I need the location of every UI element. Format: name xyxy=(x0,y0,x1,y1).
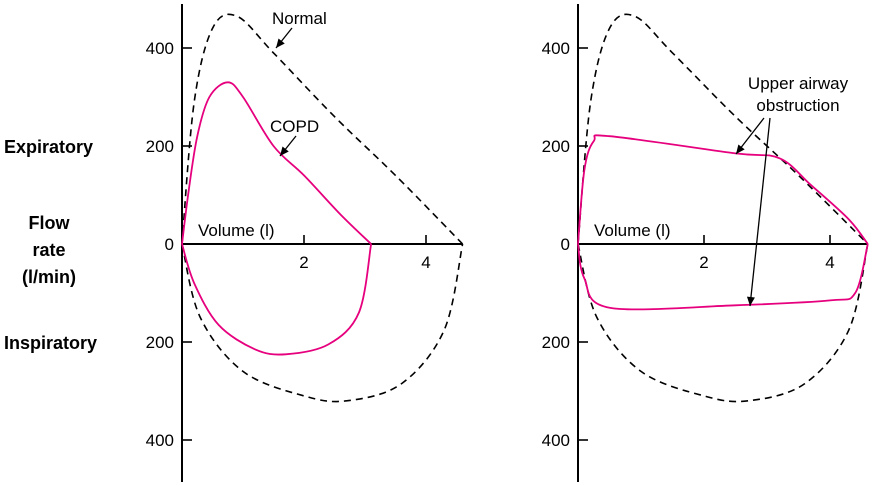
obstruction-arrow-bottom-line xyxy=(749,117,771,307)
copd-arrow-head xyxy=(280,146,289,156)
y-tick-label: 400 xyxy=(146,39,174,58)
y-tick-label: 200 xyxy=(542,333,570,352)
x-tick-label: 4 xyxy=(421,253,430,272)
expiratory-label: Expiratory xyxy=(4,137,93,157)
left-flow-volume-chart: 400 200 0 200 400 2 4 Volume (l) Normal COPD xyxy=(146,4,464,482)
y-tick-label: 0 xyxy=(165,235,174,254)
upper-airway-annotation: Upper airway xyxy=(748,74,849,93)
normal-annotation: Normal xyxy=(272,9,327,28)
normal-arrow-head xyxy=(276,38,285,48)
obstruction-annotation: obstruction xyxy=(756,96,839,115)
y-tick-label: 400 xyxy=(146,431,174,450)
right-flow-volume-chart: 400 200 0 200 400 2 4 Volume (l) Upper airway obs… xyxy=(542,4,869,482)
copd-inspiratory-curve xyxy=(181,243,372,356)
obstruction-arrow-bottom-head xyxy=(746,296,755,306)
x-tick-label: 4 xyxy=(825,253,834,272)
copd-expiratory-curve xyxy=(181,81,372,245)
upper-airway-obstruction-inspiratory-curve xyxy=(577,243,869,311)
x-tick-label: 2 xyxy=(699,253,708,272)
y-tick-label: 200 xyxy=(146,333,174,352)
normal-expiratory-curve xyxy=(577,13,869,245)
x-axis-label: Volume (l) xyxy=(594,221,671,240)
x-tick-label: 2 xyxy=(299,253,308,272)
flow-label: Flow xyxy=(29,213,71,233)
normal-expiratory-curve xyxy=(181,13,464,245)
y-tick-label: 400 xyxy=(542,431,570,450)
y-tick-label: 200 xyxy=(146,137,174,156)
inspiratory-label: Inspiratory xyxy=(4,333,97,353)
copd-annotation: COPD xyxy=(270,117,319,136)
obstruction-arrow-top-head xyxy=(736,144,745,154)
y-tick-label: 200 xyxy=(542,137,570,156)
normal-inspiratory-curve xyxy=(577,243,869,403)
upper-airway-obstruction-expiratory-curve xyxy=(577,134,869,245)
y-tick-label: 400 xyxy=(542,39,570,58)
y-tick-label: 0 xyxy=(561,235,570,254)
unit-label: (l/min) xyxy=(22,267,76,287)
x-axis-label: Volume (l) xyxy=(198,221,275,240)
normal-inspiratory-curve xyxy=(181,243,464,403)
rate-label: rate xyxy=(32,240,65,260)
